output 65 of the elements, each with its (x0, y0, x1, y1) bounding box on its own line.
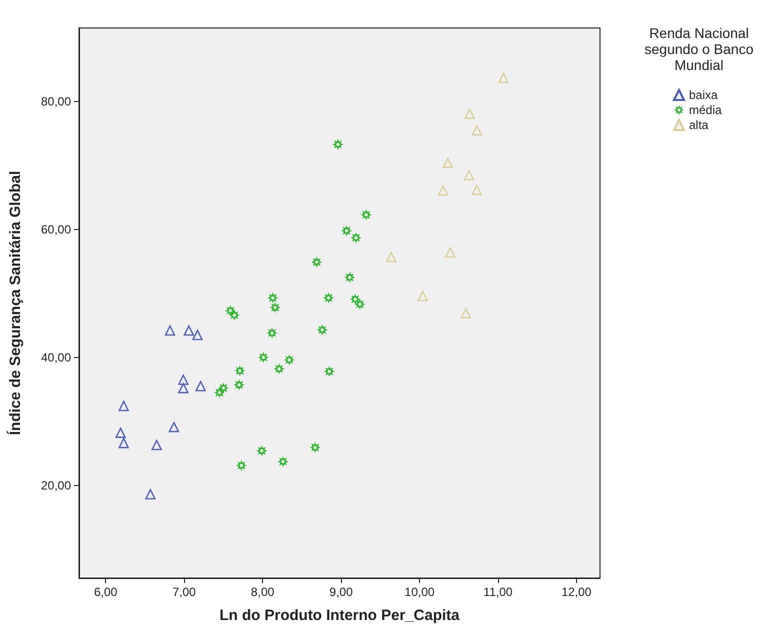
y-tick-label: 60,00 (40, 222, 72, 236)
point (168, 422, 180, 432)
point (442, 158, 453, 168)
x-tick-label: 9,00 (329, 585, 354, 599)
x-tick-label: 6,00 (94, 585, 118, 599)
point (316, 324, 328, 336)
point (115, 428, 126, 438)
point (438, 185, 448, 196)
point (178, 374, 189, 385)
point (464, 108, 475, 119)
point (184, 325, 194, 336)
point (152, 440, 162, 450)
point (360, 209, 372, 220)
x-tick-label: 10,00 (404, 585, 435, 599)
x-tick-label: 11,00 (483, 585, 513, 599)
point (323, 292, 334, 304)
point (178, 382, 189, 394)
point (118, 438, 129, 448)
point (266, 328, 278, 339)
legend-label: alta (689, 118, 709, 132)
legend-label: média (689, 103, 722, 117)
point (118, 400, 129, 412)
point (350, 232, 362, 244)
point (344, 272, 356, 283)
point (354, 298, 366, 310)
y-axis-title: Índice de Segurança Sanitária Global (6, 170, 24, 436)
point (236, 460, 247, 471)
legend-title: Renda Nacional segundo o Banco Mundial (644, 25, 754, 73)
y-tick-label: 20,00 (40, 478, 72, 492)
point (234, 379, 245, 390)
point (258, 352, 269, 363)
point (267, 292, 278, 304)
point (195, 380, 206, 392)
x-axis-title: Ln do Produto Interno Per_Capita (219, 607, 460, 624)
point (332, 138, 344, 150)
point (472, 184, 482, 195)
legend-label: baixa (689, 88, 718, 102)
point (214, 387, 225, 398)
point (234, 365, 246, 376)
point (270, 302, 281, 313)
point (164, 325, 176, 336)
x-tick-label: 8,00 (250, 585, 275, 599)
point (192, 330, 203, 340)
x-tick-label: 7,00 (172, 585, 196, 599)
x-tick-label: 12,00 (561, 585, 592, 599)
point (256, 445, 268, 456)
point (350, 294, 361, 305)
point (324, 366, 335, 377)
point (418, 290, 428, 302)
point (274, 363, 285, 374)
point (498, 72, 509, 84)
y-tick-label: 80,00 (40, 94, 72, 109)
point (386, 252, 396, 262)
point (228, 310, 240, 321)
point (460, 308, 471, 318)
y-tick-label: 40,00 (40, 350, 72, 364)
point (341, 225, 352, 236)
point (472, 125, 482, 136)
point (310, 442, 321, 454)
point (444, 247, 456, 258)
point (278, 456, 289, 468)
point (464, 170, 474, 180)
point (145, 489, 156, 500)
point (311, 256, 322, 268)
point (284, 354, 295, 366)
